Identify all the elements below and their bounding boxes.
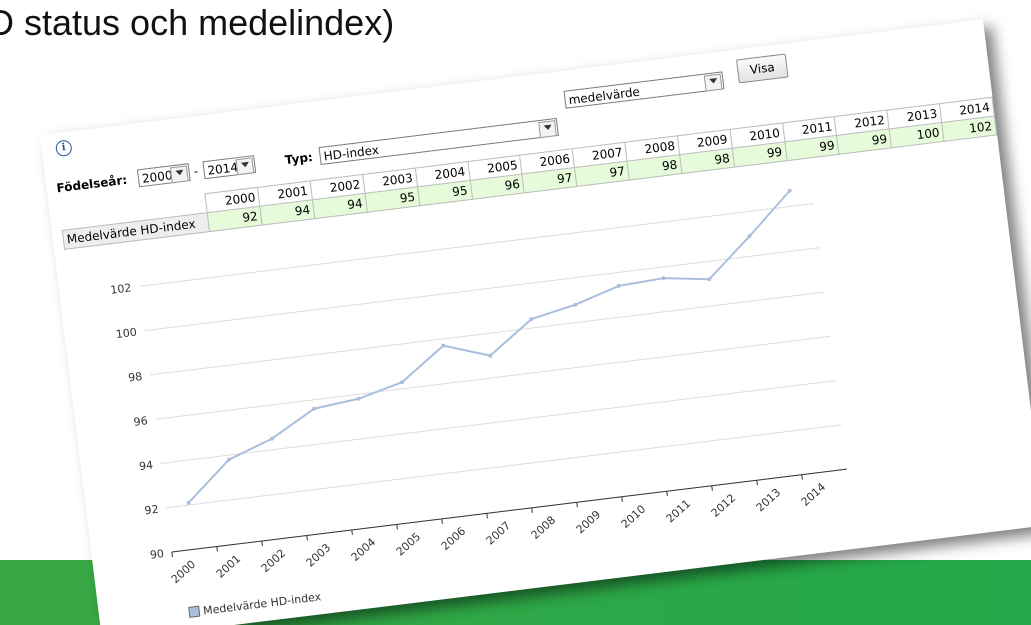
point <box>661 276 666 281</box>
x-tick-label: 2013 <box>754 486 784 514</box>
point <box>573 302 578 307</box>
y-tick-label: 98 <box>127 370 142 385</box>
slide-title: D status och medelindex) <box>0 2 395 43</box>
show-button[interactable]: Visa <box>736 53 789 84</box>
x-tick-label: 2001 <box>214 552 244 580</box>
point <box>529 317 534 322</box>
x-tick <box>216 546 218 552</box>
x-tick-label: 2012 <box>709 491 739 519</box>
x-tick-label: 2000 <box>169 558 199 586</box>
x-tick-label: 2005 <box>394 530 424 558</box>
point <box>400 380 405 385</box>
point <box>356 396 361 401</box>
x-tick <box>171 551 173 558</box>
y-tick-label: 100 <box>115 326 137 341</box>
x-tick-label: 2004 <box>349 536 379 564</box>
point <box>616 283 621 288</box>
x-tick <box>801 474 803 480</box>
grid-line <box>139 202 815 287</box>
y-tick-label: 94 <box>138 458 153 473</box>
x-tick <box>621 496 623 502</box>
x-tick-label: 2008 <box>529 514 559 542</box>
x-tick-label: 2009 <box>574 508 604 536</box>
point <box>787 188 792 193</box>
y-tick-label: 96 <box>133 414 148 429</box>
point <box>226 457 231 462</box>
x-tick-label: 2006 <box>439 525 469 553</box>
x-tick <box>351 529 353 535</box>
to-select[interactable]: 2014 <box>202 155 257 180</box>
legend-label: Medelvärde HD-index <box>202 590 322 617</box>
type-label: Typ: <box>284 149 314 168</box>
x-tick-label: 2010 <box>619 502 649 530</box>
x-tick-label: 2011 <box>664 497 694 525</box>
x-tick <box>396 524 398 530</box>
type-value: HD-index <box>322 142 380 164</box>
x-tick <box>711 485 713 491</box>
x-tick <box>441 518 443 524</box>
chart: 90 92 94 96 98 100 102 2000 2001 2002 2003 2004 2005… <box>110 188 847 618</box>
screenshot-panel: i Födelseår: 2000 - 2014 Typ: HD-index m… <box>40 19 1031 625</box>
x-tick <box>576 502 578 508</box>
to-value: 2014 <box>206 160 239 178</box>
point <box>270 436 275 441</box>
grid-line <box>166 424 842 509</box>
grid-line <box>144 247 820 332</box>
point <box>312 406 317 411</box>
x-axis <box>171 468 847 553</box>
series-line <box>187 190 791 504</box>
from-value: 2000 <box>141 168 174 186</box>
point <box>441 343 446 348</box>
x-tick <box>261 540 263 547</box>
point <box>186 500 191 505</box>
x-tick <box>666 491 668 497</box>
grid-line <box>149 291 826 376</box>
x-tick <box>756 480 758 486</box>
grid-line <box>155 335 831 420</box>
measure-value: medelvärde <box>567 84 641 108</box>
x-tick-label: 2003 <box>304 541 334 569</box>
x-tick-label: 2014 <box>799 480 829 508</box>
x-tick-label: 2002 <box>259 547 289 575</box>
x-tick-label: 2007 <box>484 519 514 547</box>
grid-line <box>160 380 836 464</box>
y-tick-label: 90 <box>149 547 164 562</box>
birth-year-label: Födelseår: <box>55 172 128 196</box>
from-select[interactable]: 2000 <box>136 163 191 188</box>
point <box>747 234 752 239</box>
legend-swatch <box>188 605 201 618</box>
measure-select[interactable]: medelvärde <box>563 71 725 109</box>
x-tick <box>306 535 308 541</box>
point <box>707 277 712 282</box>
separator: - <box>192 164 199 179</box>
y-tick-label: 92 <box>144 503 159 518</box>
x-tick <box>531 507 533 513</box>
y-tick-label: 102 <box>110 281 132 296</box>
info-icon[interactable]: i <box>54 139 73 158</box>
point <box>488 353 493 358</box>
x-tick <box>486 513 488 519</box>
